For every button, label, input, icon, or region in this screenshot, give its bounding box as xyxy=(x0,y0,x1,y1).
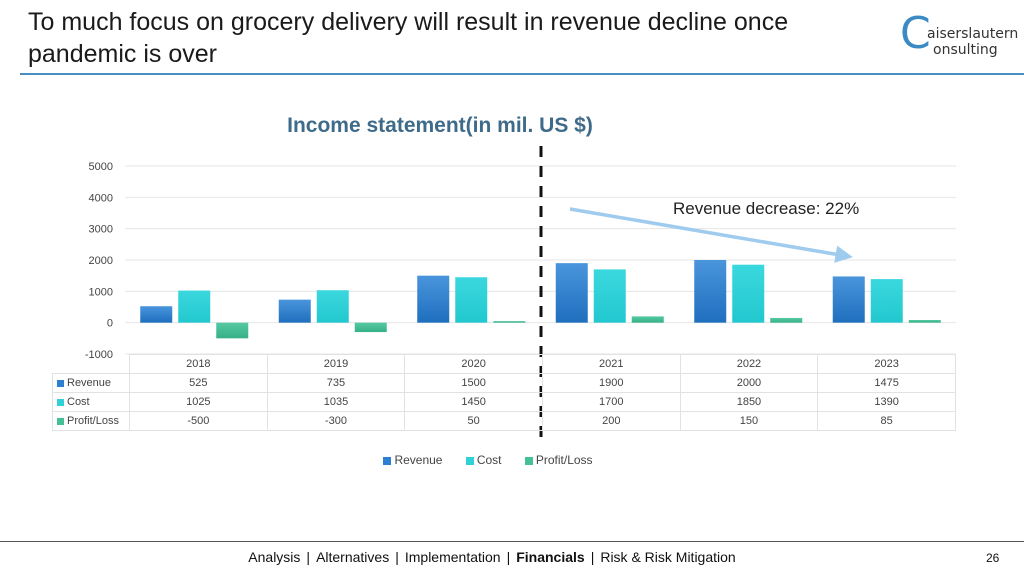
legend-item-cost: Cost xyxy=(465,453,502,467)
footer-separator: | xyxy=(306,549,311,565)
table-row-cost: Cost 1025 1035 1450 1700 1850 1390 xyxy=(52,392,956,412)
cost-swatch xyxy=(465,456,474,465)
table-cell: 1700 xyxy=(541,392,681,412)
revenue-swatch xyxy=(57,379,64,387)
footer-separator: | xyxy=(395,549,399,565)
legend-item-profit: Profit/Loss xyxy=(524,453,593,467)
profit-swatch xyxy=(57,417,64,425)
logo-letter: C xyxy=(900,8,931,59)
table-cell: 1850 xyxy=(679,392,819,412)
logo-line-2: onsulting xyxy=(933,42,998,58)
legend-label: Profit/Loss xyxy=(535,453,593,467)
footer-link-implementation[interactable]: Implementation xyxy=(404,549,501,565)
table-cell: 1035 xyxy=(266,392,406,412)
footer-link-financials[interactable]: Financials xyxy=(516,549,585,565)
table-series-name: Cost xyxy=(67,396,90,408)
bar-cost-2020 xyxy=(455,277,488,323)
bar-profit-loss-2020 xyxy=(493,321,526,323)
table-cell: 525 xyxy=(129,373,268,393)
bar-revenue-2022 xyxy=(694,260,727,323)
table-corner-cell xyxy=(53,355,130,374)
table-cell: 85 xyxy=(817,411,956,431)
footer-separator: | xyxy=(506,549,511,565)
footer-link-analysis[interactable]: Analysis xyxy=(248,549,301,565)
legend-label: Revenue xyxy=(394,453,443,467)
table-series-label: Cost xyxy=(52,392,130,412)
y-tick-label: 5000 xyxy=(89,161,113,173)
table-cell: 1900 xyxy=(541,373,681,393)
table-year-cell: 2018 xyxy=(129,354,268,374)
company-logo: C aiserslautern onsulting xyxy=(900,8,1018,62)
table-year-cell: 2020 xyxy=(404,354,543,374)
revenue-decrease-annotation: Revenue decrease: 22% xyxy=(673,199,860,218)
y-tick-label: 1000 xyxy=(89,286,113,298)
table-cell: 50 xyxy=(404,411,543,431)
bar-cost-2018 xyxy=(178,290,211,323)
chart-legend: Revenue Cost Profit/Loss xyxy=(0,453,976,467)
table-cell: 1390 xyxy=(817,392,956,412)
page-number: 26 xyxy=(986,551,1000,565)
y-tick-label: 3000 xyxy=(89,224,113,236)
y-tick-label: 0 xyxy=(107,318,113,330)
chart-data-table: 2018 2019 2020 2021 2022 2023 Revenue 52… xyxy=(52,354,956,431)
bar-cost-2019 xyxy=(316,290,349,323)
footer-link-risk[interactable]: Risk & Risk Mitigation xyxy=(600,549,736,565)
table-header-row: 2018 2019 2020 2021 2022 2023 xyxy=(53,354,956,374)
bar-profit-loss-2019 xyxy=(354,322,387,333)
bar-profit-loss-2021 xyxy=(631,316,664,323)
table-year-cell: 2021 xyxy=(541,354,681,374)
bar-revenue-2018 xyxy=(140,306,173,323)
table-row-profit: Profit/Loss -500 -300 50 200 150 85 xyxy=(52,411,956,431)
y-tick-label: 4000 xyxy=(89,192,113,204)
table-cell: 200 xyxy=(541,411,681,431)
bar-revenue-2019 xyxy=(278,299,311,323)
table-year-cell: 2019 xyxy=(266,354,406,374)
bar-cost-2021 xyxy=(593,269,626,323)
bar-profit-loss-2023 xyxy=(908,320,941,323)
table-series-name: Revenue xyxy=(67,377,112,389)
table-cell: 2000 xyxy=(679,373,819,393)
footer-link-alternatives[interactable]: Alternatives xyxy=(316,549,390,565)
footer-divider xyxy=(0,541,1024,542)
revenue-swatch xyxy=(383,456,392,465)
bar-cost-2023 xyxy=(870,279,903,323)
bar-revenue-2023 xyxy=(832,276,865,323)
cost-swatch xyxy=(57,398,64,406)
footer-nav: Analysis | Alternatives | Implementation | Fin… xyxy=(0,549,984,565)
bar-profit-loss-2022 xyxy=(770,317,803,323)
table-cell: 150 xyxy=(679,411,819,431)
table-cell: 1500 xyxy=(404,373,543,393)
table-year-cell: 2022 xyxy=(679,354,819,374)
bar-cost-2022 xyxy=(732,264,765,323)
legend-label: Cost xyxy=(476,453,502,467)
table-cell: 1025 xyxy=(129,392,268,412)
table-row-revenue: Revenue 525 735 1500 1900 2000 1475 xyxy=(52,373,956,393)
table-cell: 1475 xyxy=(817,373,956,393)
table-cell: -500 xyxy=(129,411,268,431)
table-cell: 735 xyxy=(266,373,406,393)
slide-title: To much focus on grocery delivery will r… xyxy=(28,8,789,68)
table-cell: -300 xyxy=(266,411,406,431)
table-cell: 1450 xyxy=(404,392,543,412)
table-series-label: Profit/Loss xyxy=(52,411,130,431)
footer-separator: | xyxy=(590,549,595,565)
chart-title-text: Income statement(in mil. US $) xyxy=(287,114,593,137)
legend-item-revenue: Revenue xyxy=(383,453,442,467)
y-tick-label: 2000 xyxy=(89,255,113,267)
logo-line-1: aiserslautern xyxy=(927,26,1019,42)
profit-swatch xyxy=(524,456,533,465)
table-series-name: Profit/Loss xyxy=(67,415,119,427)
y-tick-label: -1000 xyxy=(85,349,113,361)
bar-revenue-2020 xyxy=(417,275,450,323)
trend-arrow xyxy=(569,207,853,263)
bar-profit-loss-2018 xyxy=(216,322,249,339)
table-year-cell: 2023 xyxy=(817,354,956,374)
chart-title: Income statement(in mil. US $) xyxy=(0,114,880,138)
title-divider xyxy=(20,73,1024,75)
table-series-label: Revenue xyxy=(52,373,130,393)
bar-revenue-2021 xyxy=(555,263,588,323)
